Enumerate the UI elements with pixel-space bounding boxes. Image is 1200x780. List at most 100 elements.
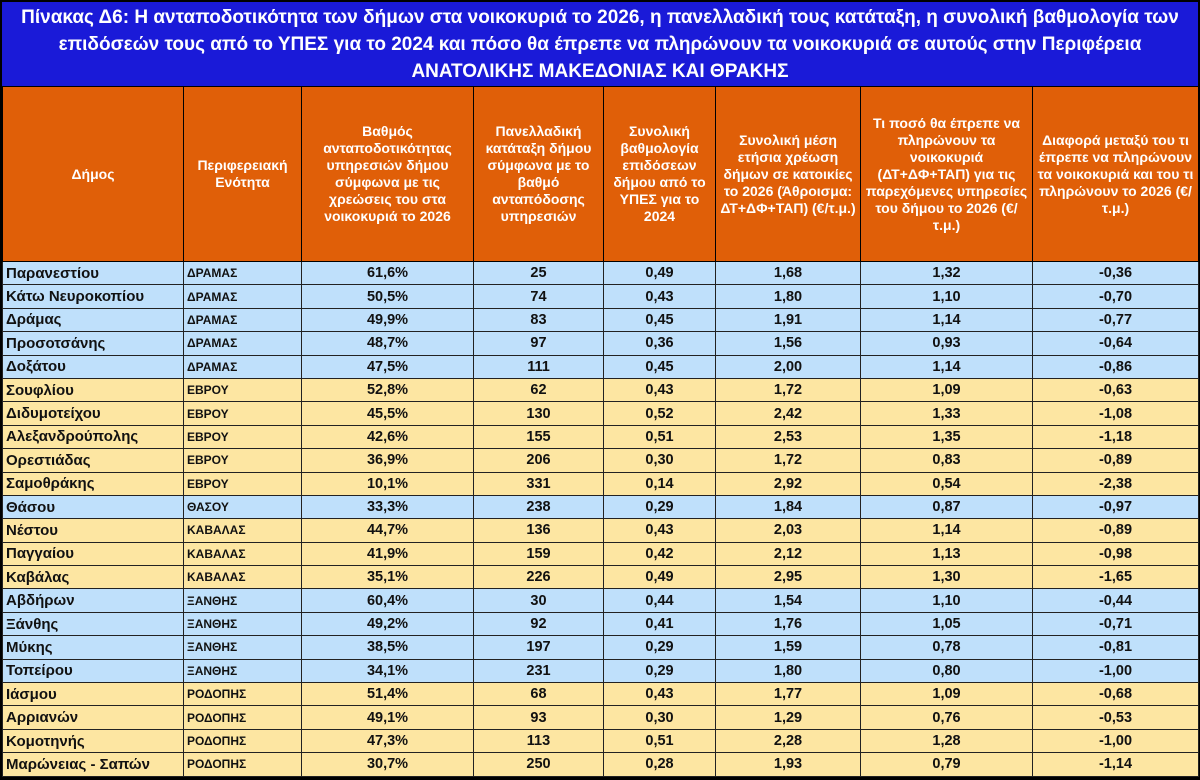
total-charge-cell: 1,80 [715, 284, 861, 309]
national-rank-cell: 197 [473, 635, 604, 660]
regional-unit-cell: ΞΑΝΘΗΣ [183, 611, 302, 637]
total-charge-cell: 2,95 [715, 565, 861, 590]
municipality-cell: Παρανεστίου [2, 260, 184, 286]
national-rank-cell: 111 [473, 354, 604, 379]
fair-charge-cell: 0,87 [860, 494, 1033, 520]
ypes-score-cell: 0,49 [603, 565, 716, 590]
ypes-score-cell: 0,49 [603, 260, 716, 286]
table-row: Θάσου ΘΑΣΟΥ 33,3% 238 0,29 1,84 0,87 -0,97 [2, 494, 1199, 520]
fair-charge-cell: 1,14 [860, 307, 1033, 333]
national-rank-cell: 30 [473, 588, 604, 613]
ypes-score-cell: 0,29 [603, 635, 716, 660]
national-rank-cell: 238 [473, 494, 604, 520]
total-charge-cell: 1,76 [715, 611, 861, 637]
reciprocity-score-cell: 41,9% [301, 541, 474, 567]
fair-charge-cell: 1,28 [860, 728, 1033, 754]
column-header-difference: Διαφορά μεταξύ του τι έπρεπε να πληρώνου… [1032, 86, 1199, 262]
difference-cell: -0,86 [1032, 354, 1199, 379]
municipality-cell: Αλεξανδρούπολης [2, 424, 184, 450]
reciprocity-score-cell: 45,5% [301, 401, 474, 426]
ypes-score-cell: 0,51 [603, 424, 716, 450]
table-row: Ορεστιάδας ΕΒΡΟΥ 36,9% 206 0,30 1,72 0,83 -0,89 [2, 448, 1199, 473]
national-rank-cell: 68 [473, 682, 604, 707]
table-title-text: Πίνακας Δ6: Η ανταποδοτικότητα των δήμων… [21, 7, 1179, 55]
regional-unit-cell: ΡΟΔΟΠΗΣ [183, 728, 302, 754]
national-rank-cell: 155 [473, 424, 604, 450]
national-rank-cell: 74 [473, 284, 604, 309]
table-title-region: ΑΝΑΤΟΛΙΚΗΣ ΜΑΚΕΔΟΝΙΑΣ ΚΑΙ ΘΡΑΚΗΣ [411, 61, 789, 82]
total-charge-cell: 2,12 [715, 541, 861, 567]
regional-unit-cell: ΡΟΔΟΠΗΣ [183, 682, 302, 707]
national-rank-cell: 130 [473, 401, 604, 426]
reciprocity-score-cell: 51,4% [301, 682, 474, 707]
regional-unit-cell: ΔΡΑΜΑΣ [183, 331, 302, 356]
national-rank-cell: 97 [473, 331, 604, 356]
total-charge-cell: 2,28 [715, 728, 861, 754]
fair-charge-cell: 1,10 [860, 588, 1033, 613]
fair-charge-cell: 0,79 [860, 752, 1033, 777]
difference-cell: -2,38 [1032, 471, 1199, 496]
table-row: Κάτω Νευροκοπίου ΔΡΑΜΑΣ 50,5% 74 0,43 1,80 1,1… [2, 284, 1199, 309]
reciprocity-score-cell: 44,7% [301, 518, 474, 543]
ypes-score-cell: 0,43 [603, 682, 716, 707]
reciprocity-score-cell: 47,5% [301, 354, 474, 379]
national-rank-cell: 226 [473, 565, 604, 590]
fair-charge-cell: 1,14 [860, 354, 1033, 379]
ypes-score-cell: 0,43 [603, 284, 716, 309]
column-header-regional-unit: Περιφερειακή Ενότητα [183, 86, 302, 262]
national-rank-cell: 93 [473, 705, 604, 730]
reciprocity-score-cell: 38,5% [301, 635, 474, 660]
total-charge-cell: 1,29 [715, 705, 861, 730]
reciprocity-score-cell: 60,4% [301, 588, 474, 613]
table-row: Μύκης ΞΑΝΘΗΣ 38,5% 197 0,29 1,59 0,78 -0,81 [2, 635, 1199, 660]
total-charge-cell: 1,68 [715, 260, 861, 286]
reciprocity-score-cell: 36,9% [301, 448, 474, 473]
table-row: Αβδήρων ΞΑΝΘΗΣ 60,4% 30 0,44 1,54 1,10 -0,44 [2, 588, 1199, 613]
table-row: Τοπείρου ΞΑΝΘΗΣ 34,1% 231 0,29 1,80 0,80 -1,00 [2, 658, 1199, 684]
column-header-total-charge: Συνολική μέση ετήσια χρέωση δήμων σε κατ… [715, 86, 861, 262]
table-row: Διδυμοτείχου ΕΒΡΟΥ 45,5% 130 0,52 2,42 1,33 -1,… [2, 401, 1199, 426]
column-header-ypes-score: Συνολική βαθμολογία επιδόσεων δήμου από … [603, 86, 716, 262]
municipality-cell: Νέστου [2, 518, 184, 543]
municipality-cell: Διδυμοτείχου [2, 401, 184, 426]
difference-cell: -1,18 [1032, 424, 1199, 450]
difference-cell: -0,64 [1032, 331, 1199, 356]
national-rank-cell: 136 [473, 518, 604, 543]
table-row: Παρανεστίου ΔΡΑΜΑΣ 61,6% 25 0,49 1,68 1,32 -0,3… [2, 260, 1199, 286]
fair-charge-cell: 0,54 [860, 471, 1033, 496]
difference-cell: -0,36 [1032, 260, 1199, 286]
table-row: Σουφλίου ΕΒΡΟΥ 52,8% 62 0,43 1,72 1,09 -0,63 [2, 377, 1199, 403]
fair-charge-cell: 1,09 [860, 377, 1033, 403]
total-charge-cell: 2,03 [715, 518, 861, 543]
column-header-fair-charge: Τι ποσό θα έπρεπε να πληρώνουν τα νοικοκ… [860, 86, 1033, 262]
table-row: Ιάσμου ΡΟΔΟΠΗΣ 51,4% 68 0,43 1,77 1,09 -0,68 [2, 682, 1199, 707]
fair-charge-cell: 0,83 [860, 448, 1033, 473]
total-charge-cell: 1,93 [715, 752, 861, 777]
table-title: Πίνακας Δ6: Η ανταποδοτικότητα των δήμων… [2, 2, 1198, 86]
table-row: Σαμοθράκης ΕΒΡΟΥ 10,1% 331 0,14 2,92 0,54 -2,38 [2, 471, 1199, 496]
municipality-cell: Αρριανών [2, 705, 184, 730]
ypes-score-cell: 0,28 [603, 752, 716, 777]
municipality-cell: Θάσου [2, 494, 184, 520]
ypes-score-cell: 0,43 [603, 377, 716, 403]
regional-unit-cell: ΞΑΝΘΗΣ [183, 635, 302, 660]
column-header-municipality: Δήμος [2, 86, 184, 262]
total-charge-cell: 1,59 [715, 635, 861, 660]
total-charge-cell: 1,56 [715, 331, 861, 356]
total-charge-cell: 1,72 [715, 377, 861, 403]
municipality-cell: Μαρώνειας - Σαπών [2, 752, 184, 777]
regional-unit-cell: ΕΒΡΟΥ [183, 424, 302, 450]
reciprocity-score-cell: 61,6% [301, 260, 474, 286]
difference-cell: -0,98 [1032, 541, 1199, 567]
reciprocity-score-cell: 52,8% [301, 377, 474, 403]
fair-charge-cell: 1,30 [860, 565, 1033, 590]
reciprocity-score-cell: 35,1% [301, 565, 474, 590]
difference-cell: -0,63 [1032, 377, 1199, 403]
reciprocity-score-cell: 49,9% [301, 307, 474, 333]
ypes-score-cell: 0,14 [603, 471, 716, 496]
fair-charge-cell: 1,05 [860, 611, 1033, 637]
municipality-cell: Μύκης [2, 635, 184, 660]
regional-unit-cell: ΚΑΒΑΛΑΣ [183, 565, 302, 590]
difference-cell: -0,44 [1032, 588, 1199, 613]
table-body: Παρανεστίου ΔΡΑΜΑΣ 61,6% 25 0,49 1,68 1,32 -0,3… [2, 260, 1199, 777]
